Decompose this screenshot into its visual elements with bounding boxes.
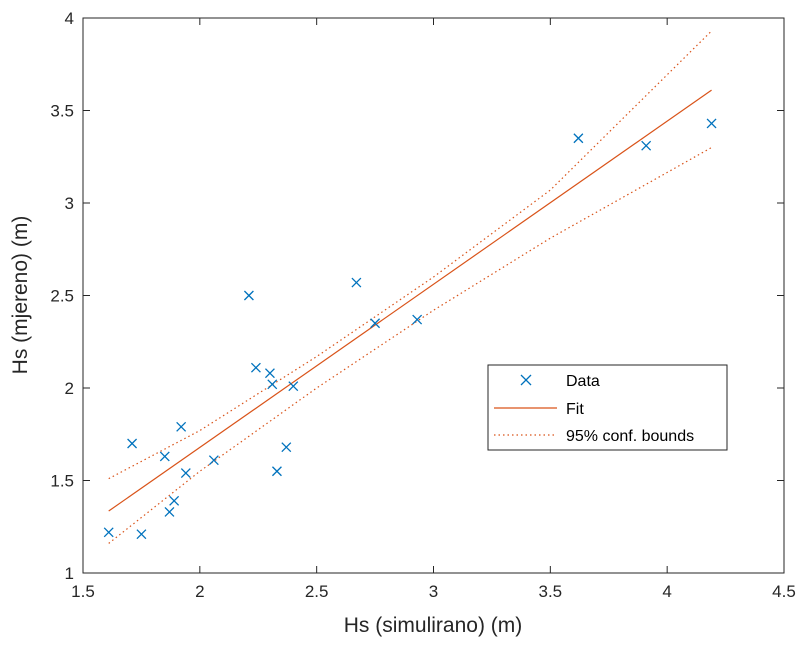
data-point (573, 133, 584, 144)
x-tick-label: 2 (195, 582, 204, 601)
legend: Data Fit 95% conf. bounds (487, 364, 728, 451)
data-point (180, 468, 191, 479)
data-point (250, 362, 261, 373)
y-axis-label: Hs (mjereno) (m) (9, 216, 32, 375)
data-point (288, 381, 299, 392)
y-tick-label: 2 (65, 379, 74, 398)
y-tick-label: 1 (65, 564, 74, 583)
data-points (103, 118, 717, 540)
data-point (164, 506, 175, 517)
x-tick-label: 2.5 (305, 582, 329, 601)
plot-background (83, 18, 784, 573)
data-point (281, 442, 292, 453)
confidence-bound-upper (108, 30, 712, 480)
data-point (641, 140, 652, 151)
x-tick-label: 4.5 (772, 582, 796, 601)
data-point (264, 368, 275, 379)
data-point (351, 277, 362, 288)
axis-ticks: 1.5 2 2.5 3 3.5 4 4.511.522.533.54 (50, 9, 795, 601)
legend-label-data: Data (566, 373, 600, 390)
confidence-bound-lower (108, 146, 712, 544)
data-point (159, 451, 170, 462)
y-tick-label: 1.5 (50, 472, 74, 491)
data-point (103, 527, 114, 538)
x-axis-label: Hs (simulirano) (m) (344, 614, 523, 637)
fit-line (108, 89, 712, 512)
fit-layer (108, 30, 712, 544)
legend-marker-data (520, 374, 532, 386)
x-tick-label: 1.5 (71, 582, 95, 601)
data-point (169, 495, 180, 506)
y-tick-label: 3 (65, 194, 74, 213)
data-point (136, 529, 147, 540)
y-tick-label: 4 (65, 9, 74, 28)
legend-label-fit: Fit (566, 401, 584, 418)
data-point (706, 118, 717, 129)
data-point (127, 438, 138, 449)
data-point (243, 290, 254, 301)
x-tick-label: 4 (662, 582, 671, 601)
y-tick-label: 2.5 (50, 287, 74, 306)
data-point (208, 455, 219, 466)
x-tick-label: 3 (429, 582, 438, 601)
legend-label-bounds: 95% conf. bounds (566, 428, 694, 445)
data-point (271, 466, 282, 477)
x-tick-label: 3.5 (539, 582, 563, 601)
data-point (267, 379, 278, 390)
y-tick-label: 3.5 (50, 102, 74, 121)
data-point (412, 314, 423, 325)
data-point (176, 421, 187, 432)
data-point (370, 318, 381, 329)
